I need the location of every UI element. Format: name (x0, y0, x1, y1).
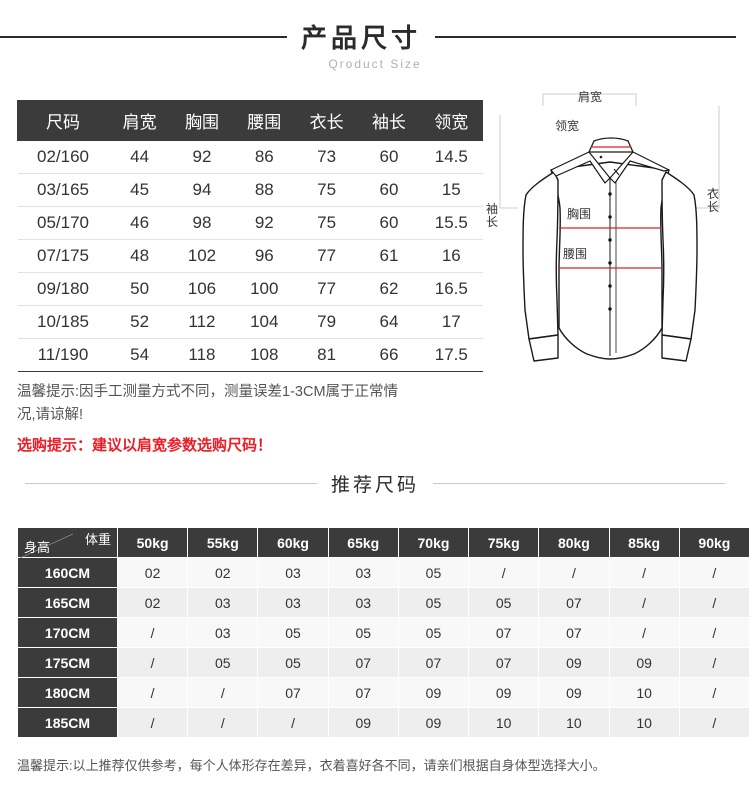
svg-text:胸围: 胸围 (567, 206, 591, 221)
svg-text:肩宽: 肩宽 (578, 90, 602, 104)
svg-text:衣: 衣 (707, 186, 719, 201)
svg-text:腰围: 腰围 (563, 247, 587, 261)
svg-text:领宽: 领宽 (555, 118, 579, 133)
svg-text:长: 长 (707, 200, 719, 214)
svg-text:长: 长 (486, 215, 498, 229)
svg-text:袖: 袖 (486, 201, 498, 216)
